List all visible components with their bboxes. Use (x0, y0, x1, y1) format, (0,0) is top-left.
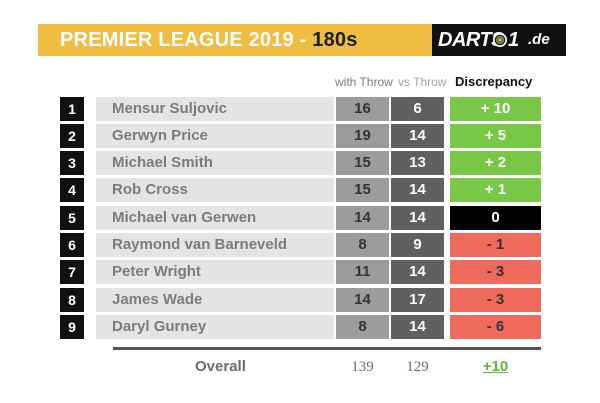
player-name-cell: Michael van Gerwen (96, 206, 334, 230)
vs-throw-value: 14 (391, 124, 444, 148)
rank-badge: 5 (60, 206, 84, 230)
with-throw-value: 11 (336, 260, 389, 284)
player-name-cell: Daryl Gurney (96, 315, 334, 339)
player-name: Gerwyn Price (112, 127, 208, 144)
vs-throw-value: 14 (391, 315, 444, 339)
player-name-cell: Peter Wright (96, 260, 334, 284)
table-row: 3 Michael Smith 15 13 + 2 (0, 151, 600, 175)
table-row: 8 James Wade 14 17 - 3 (0, 288, 600, 312)
discrepancy-value: + 10 (450, 97, 541, 121)
table-row: 7 Peter Wright 11 14 - 3 (0, 260, 600, 284)
overall-vs-throw: 129 (406, 359, 429, 375)
player-name: James Wade (112, 291, 203, 308)
table-row: 2 Gerwyn Price 19 14 + 5 (0, 124, 600, 148)
discrepancy-value: - 1 (450, 233, 541, 257)
table-row: 4 Rob Cross 15 14 + 1 (0, 178, 600, 202)
player-name: Peter Wright (112, 263, 201, 280)
title-text: PREMIER LEAGUE 2019 - (60, 29, 313, 51)
vs-throw-value: 17 (391, 288, 444, 312)
rank-badge: 4 (60, 178, 84, 202)
title-subtitle: 180s (312, 29, 358, 51)
player-name: Raymond van Barneveld (112, 236, 288, 253)
rank-badge: 6 (60, 233, 84, 257)
player-name: Daryl Gurney (112, 318, 207, 335)
overall-discrepancy: +10 (482, 358, 509, 375)
column-header-vs-throw: vs Throw (398, 75, 447, 89)
overall-with-throw: 139 (351, 359, 374, 375)
with-throw-value: 14 (336, 288, 389, 312)
rank-badge: 2 (60, 124, 84, 148)
discrepancy-value: + 2 (450, 151, 541, 175)
column-header-discrepancy: Discrepancy (455, 74, 533, 89)
player-name: Michael Smith (112, 154, 213, 171)
table-row: 6 Raymond van Barneveld 8 9 - 1 (0, 233, 600, 257)
logo-number: 1 (508, 29, 520, 51)
logo-text: DARTS (438, 29, 505, 51)
table-row: 5 Michael van Gerwen 14 14 0 (0, 206, 600, 230)
discrepancy-value: - 3 (450, 260, 541, 284)
dartboard-icon (493, 33, 507, 47)
player-name-cell: Mensur Suljovic (96, 97, 334, 121)
player-name-cell: James Wade (96, 288, 334, 312)
rank-badge: 8 (60, 288, 84, 312)
rank-badge: 9 (60, 315, 84, 339)
player-name-cell: Raymond van Barneveld (96, 233, 334, 257)
vs-throw-value: 6 (391, 97, 444, 121)
with-throw-value: 19 (336, 124, 389, 148)
table-row: 9 Daryl Gurney 8 14 - 6 (0, 315, 600, 339)
rank-badge: 1 (60, 97, 84, 121)
vs-throw-value: 13 (391, 151, 444, 175)
with-throw-value: 15 (336, 178, 389, 202)
with-throw-value: 16 (336, 97, 389, 121)
page-title: PREMIER LEAGUE 2019 - 180s (60, 24, 358, 56)
discrepancy-value: + 5 (450, 124, 541, 148)
with-throw-value: 15 (336, 151, 389, 175)
discrepancy-value: - 6 (450, 315, 541, 339)
darts1-logo: DARTS 1 .de (432, 24, 566, 56)
with-throw-value: 8 (336, 315, 389, 339)
player-name-cell: Gerwyn Price (96, 124, 334, 148)
overall-label: Overall (195, 358, 246, 375)
vs-throw-value: 14 (391, 178, 444, 202)
discrepancy-value: - 3 (450, 288, 541, 312)
vs-throw-value: 14 (391, 206, 444, 230)
discrepancy-value: 0 (450, 206, 541, 230)
vs-throw-value: 14 (391, 260, 444, 284)
player-name-cell: Michael Smith (96, 151, 334, 175)
vs-throw-value: 9 (391, 233, 444, 257)
totals-divider (113, 347, 541, 350)
discrepancy-value: + 1 (450, 178, 541, 202)
rank-badge: 7 (60, 260, 84, 284)
player-name-cell: Rob Cross (96, 178, 334, 202)
with-throw-value: 14 (336, 206, 389, 230)
rank-badge: 3 (60, 151, 84, 175)
player-name: Mensur Suljovic (112, 100, 228, 117)
player-name: Michael van Gerwen (112, 209, 257, 226)
logo-domain: .de (528, 31, 550, 48)
with-throw-value: 8 (336, 233, 389, 257)
column-header-with-throw: with Throw (335, 75, 393, 89)
player-name: Rob Cross (112, 181, 188, 198)
table-row: 1 Mensur Suljovic 16 6 + 10 (0, 97, 600, 121)
